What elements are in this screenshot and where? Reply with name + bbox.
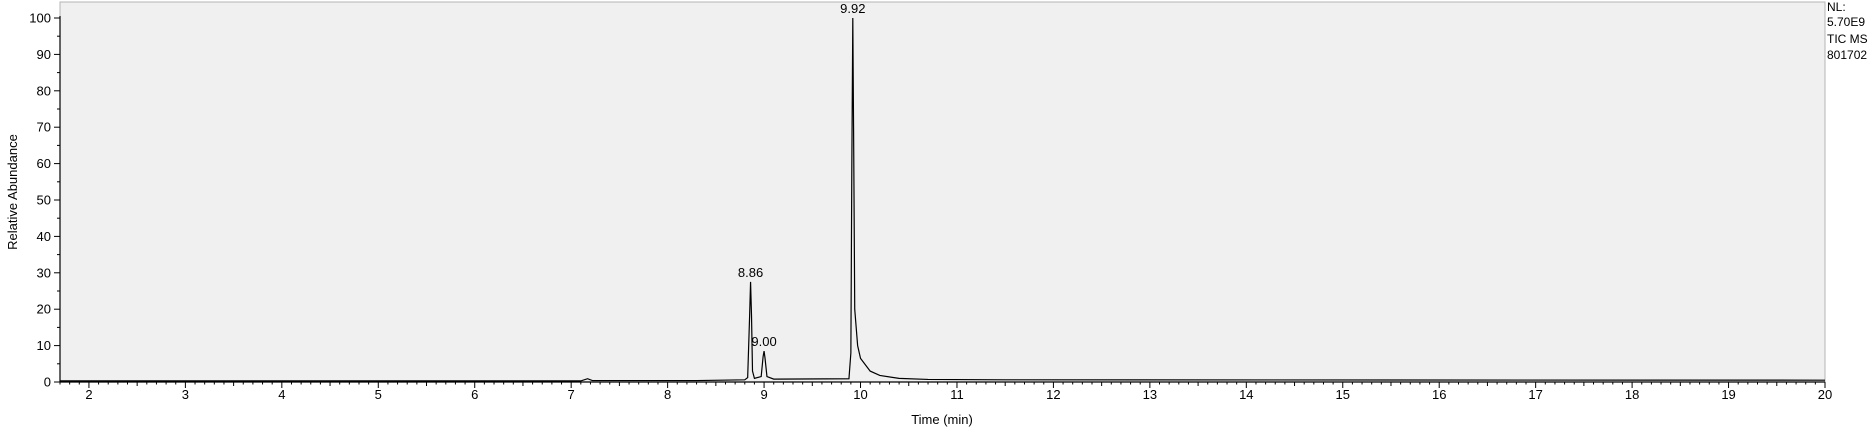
file-id: 801702 xyxy=(1827,48,1868,62)
normalization-label: NL: xyxy=(1827,0,1846,14)
x-tick-label: 20 xyxy=(1818,387,1832,402)
y-axis: 0 10 20 30 40 50 60 70 80 90 100 xyxy=(29,11,61,390)
x-tick-label: 15 xyxy=(1336,387,1350,402)
x-tick-label: 6 xyxy=(471,387,478,402)
y-tick-label: 90 xyxy=(37,47,51,62)
y-tick-label: 70 xyxy=(37,120,51,135)
x-axis-title: Time (min) xyxy=(911,412,973,427)
x-tick-label: 7 xyxy=(568,387,575,402)
x-tick-label: 19 xyxy=(1721,387,1735,402)
tic-trace-line xyxy=(60,17,1826,382)
x-tick-label: 2 xyxy=(85,387,92,402)
y-tick-label: 10 xyxy=(37,338,51,353)
x-tick-label: 10 xyxy=(853,387,867,402)
x-tick-label: 17 xyxy=(1528,387,1542,402)
x-tick-label: 4 xyxy=(278,387,285,402)
peak-labels: 8.86 9.00 9.92 xyxy=(738,1,866,349)
x-tick-label: 13 xyxy=(1143,387,1157,402)
y-tick-label: 0 xyxy=(44,375,51,390)
normalization-value: 5.70E9 xyxy=(1827,15,1866,29)
x-tick-label: 3 xyxy=(182,387,189,402)
peak-label: 8.86 xyxy=(738,265,763,280)
plot-area xyxy=(59,1,1826,383)
y-tick-label: 80 xyxy=(37,83,51,98)
y-tick-label: 50 xyxy=(37,193,51,208)
x-tick-label: 8 xyxy=(664,387,671,402)
peak-label: 9.92 xyxy=(840,1,865,16)
y-tick-label: 100 xyxy=(29,11,51,26)
x-tick-label: 11 xyxy=(950,387,964,402)
scan-filter: TIC MS xyxy=(1827,32,1868,46)
y-tick-label: 60 xyxy=(37,156,51,171)
x-tick-label: 5 xyxy=(375,387,382,402)
peak-label: 9.00 xyxy=(751,334,776,349)
y-tick-label: 40 xyxy=(37,229,51,244)
x-tick-label: 16 xyxy=(1432,387,1446,402)
y-tick-label: 30 xyxy=(37,265,51,280)
x-tick-label: 12 xyxy=(1046,387,1060,402)
x-tick-label: 14 xyxy=(1239,387,1253,402)
y-axis-title: Relative Abundance xyxy=(5,134,20,250)
x-tick-label: 18 xyxy=(1625,387,1639,402)
x-axis: 2 3 4 5 6 7 8 9 10 11 12 13 14 15 16 17 18 19 20 xyxy=(59,381,1832,402)
x-tick-label: 9 xyxy=(760,387,767,402)
y-tick-label: 20 xyxy=(37,302,51,317)
